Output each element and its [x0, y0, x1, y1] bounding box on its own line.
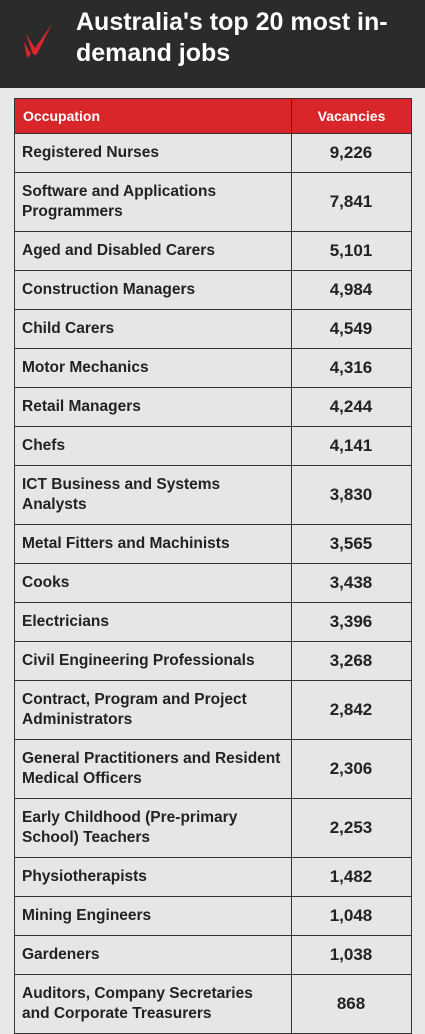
occupation-cell: Civil Engineering Professionals	[14, 641, 292, 681]
header-row: Occupation Vacancies	[14, 98, 412, 134]
table-row: Construction Managers 4,984	[14, 270, 412, 310]
vacancies-cell: 1,482	[291, 857, 412, 897]
table-row: Electricians 3,396	[14, 602, 412, 642]
vacancies-cell: 1,038	[291, 935, 412, 975]
vacancies-cell: 5,101	[291, 231, 412, 271]
occupation-cell: General Practitioners and Resident Medic…	[14, 739, 292, 799]
vacancies-cell: 2,306	[291, 739, 412, 799]
occupation-cell: Auditors, Company Secretaries and Corpor…	[14, 974, 292, 1034]
vacancies-cell: 3,438	[291, 563, 412, 603]
vacancies-cell: 2,842	[291, 680, 412, 740]
table-row: Registered Nurses 9,226	[14, 133, 412, 173]
occupation-cell: Aged and Disabled Carers	[14, 231, 292, 271]
occupation-cell: Metal Fitters and Machinists	[14, 524, 292, 564]
table-row: Civil Engineering Professionals 3,268	[14, 641, 412, 681]
table-row: Early Childhood (Pre-primary School) Tea…	[14, 798, 412, 858]
table-row: Contract, Program and Project Administra…	[14, 680, 412, 740]
occupation-cell: Physiotherapists	[14, 857, 292, 897]
occupation-cell: Chefs	[14, 426, 292, 466]
table-row: Child Carers 4,549	[14, 309, 412, 349]
vacancies-cell: 4,244	[291, 387, 412, 427]
table-row: General Practitioners and Resident Medic…	[14, 739, 412, 799]
occupation-cell: Retail Managers	[14, 387, 292, 427]
table-body: Registered Nurses 9,226 Software and Appli…	[14, 133, 412, 1034]
vacancies-cell: 7,841	[291, 172, 412, 232]
vacancies-cell: 2,253	[291, 798, 412, 858]
vacancies-cell: 3,830	[291, 465, 412, 525]
header: Australia's top 20 most in-demand jobs	[0, 0, 425, 88]
occupation-cell: Electricians	[14, 602, 292, 642]
occupation-cell: Contract, Program and Project Administra…	[14, 680, 292, 740]
vacancies-cell: 3,268	[291, 641, 412, 681]
table-row: Mining Engineers 1,048	[14, 896, 412, 936]
vacancies-cell: 3,565	[291, 524, 412, 564]
occupation-cell: Construction Managers	[14, 270, 292, 310]
table-row: ICT Business and Systems Analysts 3,830	[14, 465, 412, 525]
occupation-cell: ICT Business and Systems Analysts	[14, 465, 292, 525]
occupation-cell: Registered Nurses	[14, 133, 292, 173]
table: Occupation Vacancies Registered Nurses 9,…	[14, 98, 412, 1034]
occupation-cell: Cooks	[14, 563, 292, 603]
occupation-cell: Child Carers	[14, 309, 292, 349]
column-header: Occupation	[14, 98, 292, 134]
table-row: Motor Mechanics 4,316	[14, 348, 412, 388]
table-row: Retail Managers 4,244	[14, 387, 412, 427]
occupation-cell: Early Childhood (Pre-primary School) Tea…	[14, 798, 292, 858]
occupation-cell: Gardeners	[14, 935, 292, 975]
logo	[24, 24, 52, 58]
vacancies-cell: 4,549	[291, 309, 412, 349]
table-row: Metal Fitters and Machinists 3,565	[14, 524, 412, 564]
vacancies-cell: 868	[291, 974, 412, 1034]
occupation-cell: Motor Mechanics	[14, 348, 292, 388]
vacancies-cell: 9,226	[291, 133, 412, 173]
table-row: Cooks 3,438	[14, 563, 412, 603]
vacancies-cell: 1,048	[291, 896, 412, 936]
vacancies-cell: 4,984	[291, 270, 412, 310]
table-row: Chefs 4,141	[14, 426, 412, 466]
vacancies-cell: 3,396	[291, 602, 412, 642]
table-row: Physiotherapists 1,482	[14, 857, 412, 897]
table-row: Aged and Disabled Carers 5,101	[14, 231, 412, 271]
occupation-cell: Mining Engineers	[14, 896, 292, 936]
vacancies-cell: 4,316	[291, 348, 412, 388]
title: Australia's top 20 most in-demand jobs	[76, 8, 388, 67]
vacancies-cell: 4,141	[291, 426, 412, 466]
occupation-cell: Software and Applications Programmers	[14, 172, 292, 232]
column-header: Vacancies	[291, 98, 412, 134]
table-row: Gardeners 1,038	[14, 935, 412, 975]
table-row: Auditors, Company Secretaries and Corpor…	[14, 974, 412, 1034]
table-row: Software and Applications Programmers 7,8…	[14, 172, 412, 232]
